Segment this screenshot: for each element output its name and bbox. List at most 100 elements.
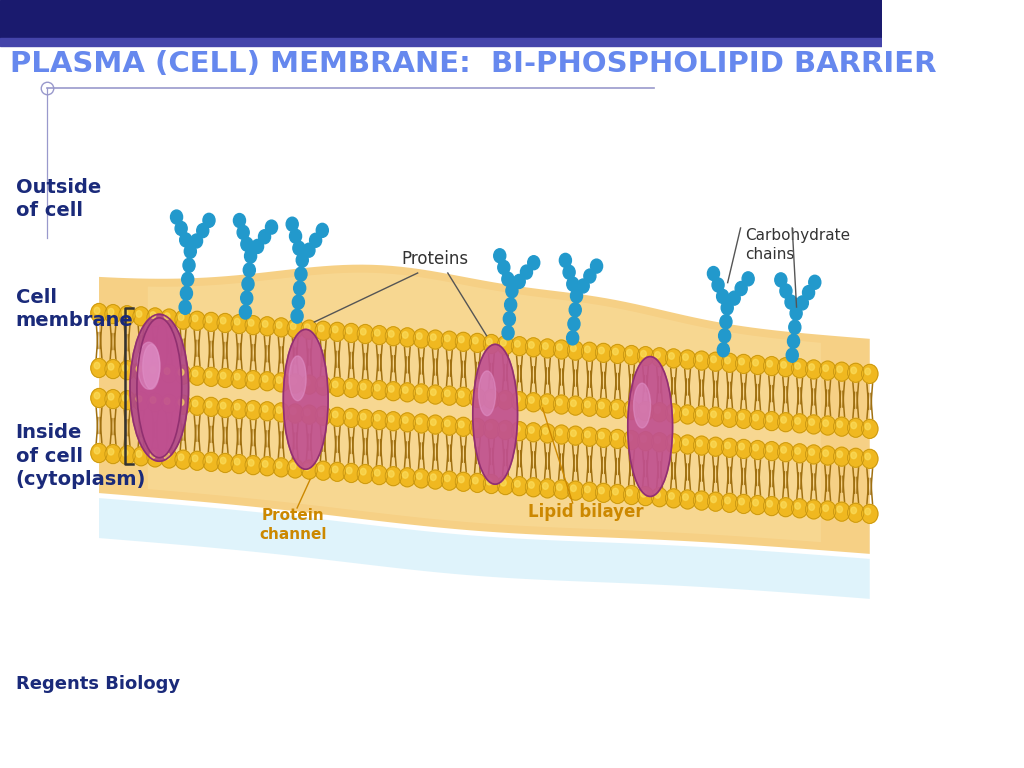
Circle shape — [785, 295, 797, 309]
Circle shape — [722, 353, 738, 372]
Circle shape — [357, 379, 374, 399]
Circle shape — [851, 452, 856, 458]
Circle shape — [861, 364, 878, 383]
Circle shape — [151, 367, 156, 373]
Circle shape — [276, 462, 282, 468]
Circle shape — [259, 457, 275, 476]
Circle shape — [161, 364, 177, 383]
Circle shape — [711, 496, 717, 502]
Circle shape — [637, 432, 653, 451]
Circle shape — [486, 423, 493, 430]
Circle shape — [245, 371, 261, 389]
Circle shape — [767, 445, 772, 452]
Circle shape — [651, 348, 668, 367]
Circle shape — [540, 424, 556, 443]
Circle shape — [584, 269, 596, 283]
Circle shape — [262, 461, 268, 467]
Circle shape — [570, 400, 577, 406]
Text: Outside
of cell: Outside of cell — [15, 178, 100, 220]
Circle shape — [329, 377, 345, 396]
Circle shape — [193, 315, 198, 322]
Circle shape — [203, 452, 219, 472]
Circle shape — [248, 319, 254, 326]
Circle shape — [612, 488, 618, 495]
Circle shape — [494, 249, 506, 263]
Circle shape — [206, 401, 212, 408]
Circle shape — [540, 339, 556, 358]
Circle shape — [104, 389, 121, 409]
Circle shape — [175, 221, 187, 236]
Circle shape — [417, 333, 422, 339]
Circle shape — [780, 284, 792, 298]
Circle shape — [388, 386, 394, 392]
Circle shape — [525, 423, 542, 442]
Circle shape — [287, 319, 303, 338]
Circle shape — [637, 402, 653, 421]
Circle shape — [651, 488, 668, 507]
Circle shape — [357, 465, 374, 484]
Circle shape — [666, 489, 682, 508]
Circle shape — [459, 336, 464, 343]
Circle shape — [146, 393, 163, 412]
Circle shape — [459, 476, 464, 483]
Circle shape — [262, 320, 268, 327]
Circle shape — [612, 433, 618, 440]
Circle shape — [738, 358, 744, 365]
Text: Cell
membrane: Cell membrane — [15, 288, 133, 330]
Circle shape — [641, 491, 646, 497]
Circle shape — [823, 450, 828, 456]
Circle shape — [413, 414, 429, 433]
Circle shape — [501, 479, 506, 486]
Circle shape — [506, 284, 518, 298]
Circle shape — [679, 350, 695, 369]
Circle shape — [371, 381, 387, 399]
Circle shape — [851, 507, 856, 514]
Circle shape — [683, 439, 688, 445]
Circle shape — [528, 482, 535, 488]
Circle shape — [865, 508, 870, 515]
Circle shape — [775, 273, 786, 287]
Circle shape — [456, 472, 471, 492]
Circle shape — [231, 369, 248, 389]
Circle shape — [719, 329, 731, 343]
Circle shape — [459, 421, 464, 428]
Circle shape — [91, 389, 108, 408]
Circle shape — [683, 409, 688, 415]
Text: Protein
channel: Protein channel — [259, 508, 327, 541]
Circle shape — [753, 359, 759, 366]
Circle shape — [612, 403, 618, 410]
Circle shape — [834, 362, 850, 381]
Circle shape — [189, 396, 205, 415]
Circle shape — [764, 412, 780, 431]
Circle shape — [569, 303, 582, 317]
Circle shape — [430, 474, 436, 481]
Circle shape — [164, 398, 170, 405]
Circle shape — [669, 408, 675, 414]
Circle shape — [441, 471, 458, 490]
Circle shape — [441, 386, 458, 406]
Circle shape — [371, 326, 387, 345]
Circle shape — [178, 314, 184, 320]
Circle shape — [725, 357, 730, 364]
Circle shape — [851, 422, 856, 429]
Text: Inside
of cell
(cytoplasm): Inside of cell (cytoplasm) — [15, 423, 145, 489]
Circle shape — [767, 501, 772, 507]
Circle shape — [375, 329, 380, 336]
Circle shape — [265, 220, 278, 234]
Circle shape — [234, 403, 240, 410]
Circle shape — [725, 497, 730, 504]
Circle shape — [441, 331, 458, 350]
Circle shape — [777, 498, 794, 517]
Circle shape — [346, 327, 352, 334]
Circle shape — [333, 411, 338, 418]
Circle shape — [543, 343, 548, 349]
Circle shape — [722, 409, 738, 427]
Circle shape — [669, 438, 675, 445]
Circle shape — [193, 400, 198, 407]
Circle shape — [582, 343, 598, 361]
Text: Carbohydrate
chains: Carbohydrate chains — [744, 228, 850, 262]
Circle shape — [795, 448, 801, 455]
Circle shape — [543, 483, 548, 489]
Circle shape — [309, 233, 322, 247]
Circle shape — [585, 486, 590, 493]
